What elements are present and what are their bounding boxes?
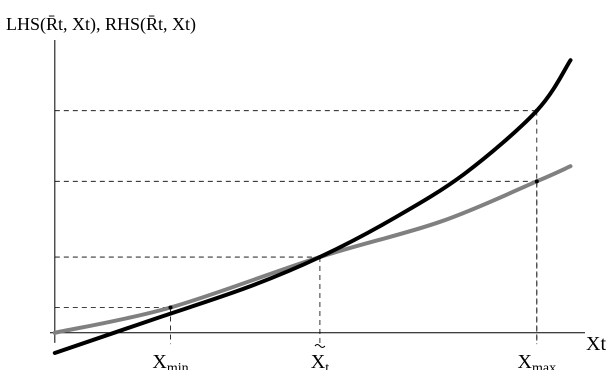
x-tick-label-0: Xmin: [152, 351, 188, 370]
series-line-0: [52, 58, 573, 355]
x-tick-label-2: Xmax: [518, 351, 557, 370]
x-axis-label: Xt: [586, 333, 606, 355]
x-tick-label-base-1: X: [311, 351, 326, 370]
marked-point-0: [168, 305, 173, 310]
x-axis-label-text: Xt: [586, 333, 606, 355]
x-tick-labels: Xmin Xt Xmax: [152, 344, 557, 370]
x-tick-label-base-2: X: [518, 351, 533, 370]
reference-lines: [54, 110, 538, 345]
series-group: [52, 58, 573, 355]
marked-point-2: [534, 179, 539, 184]
tilde-accent: [314, 344, 326, 348]
x-tick-label-1: Xt: [311, 351, 329, 370]
x-tick-label-sub-1: t: [325, 361, 329, 370]
x-tick-label-sub-0: min: [167, 361, 189, 370]
series-line-1: [52, 164, 573, 335]
x-tick-label-sub-2: max: [532, 361, 556, 370]
marked-point-1: [317, 255, 322, 260]
marked-point-3: [534, 108, 539, 113]
x-tick-label-base-0: X: [152, 351, 167, 370]
marked-points: [168, 108, 539, 310]
y-axis-label: LHS(R̄t, Xt), RHS(R̄t, Xt): [6, 14, 196, 35]
